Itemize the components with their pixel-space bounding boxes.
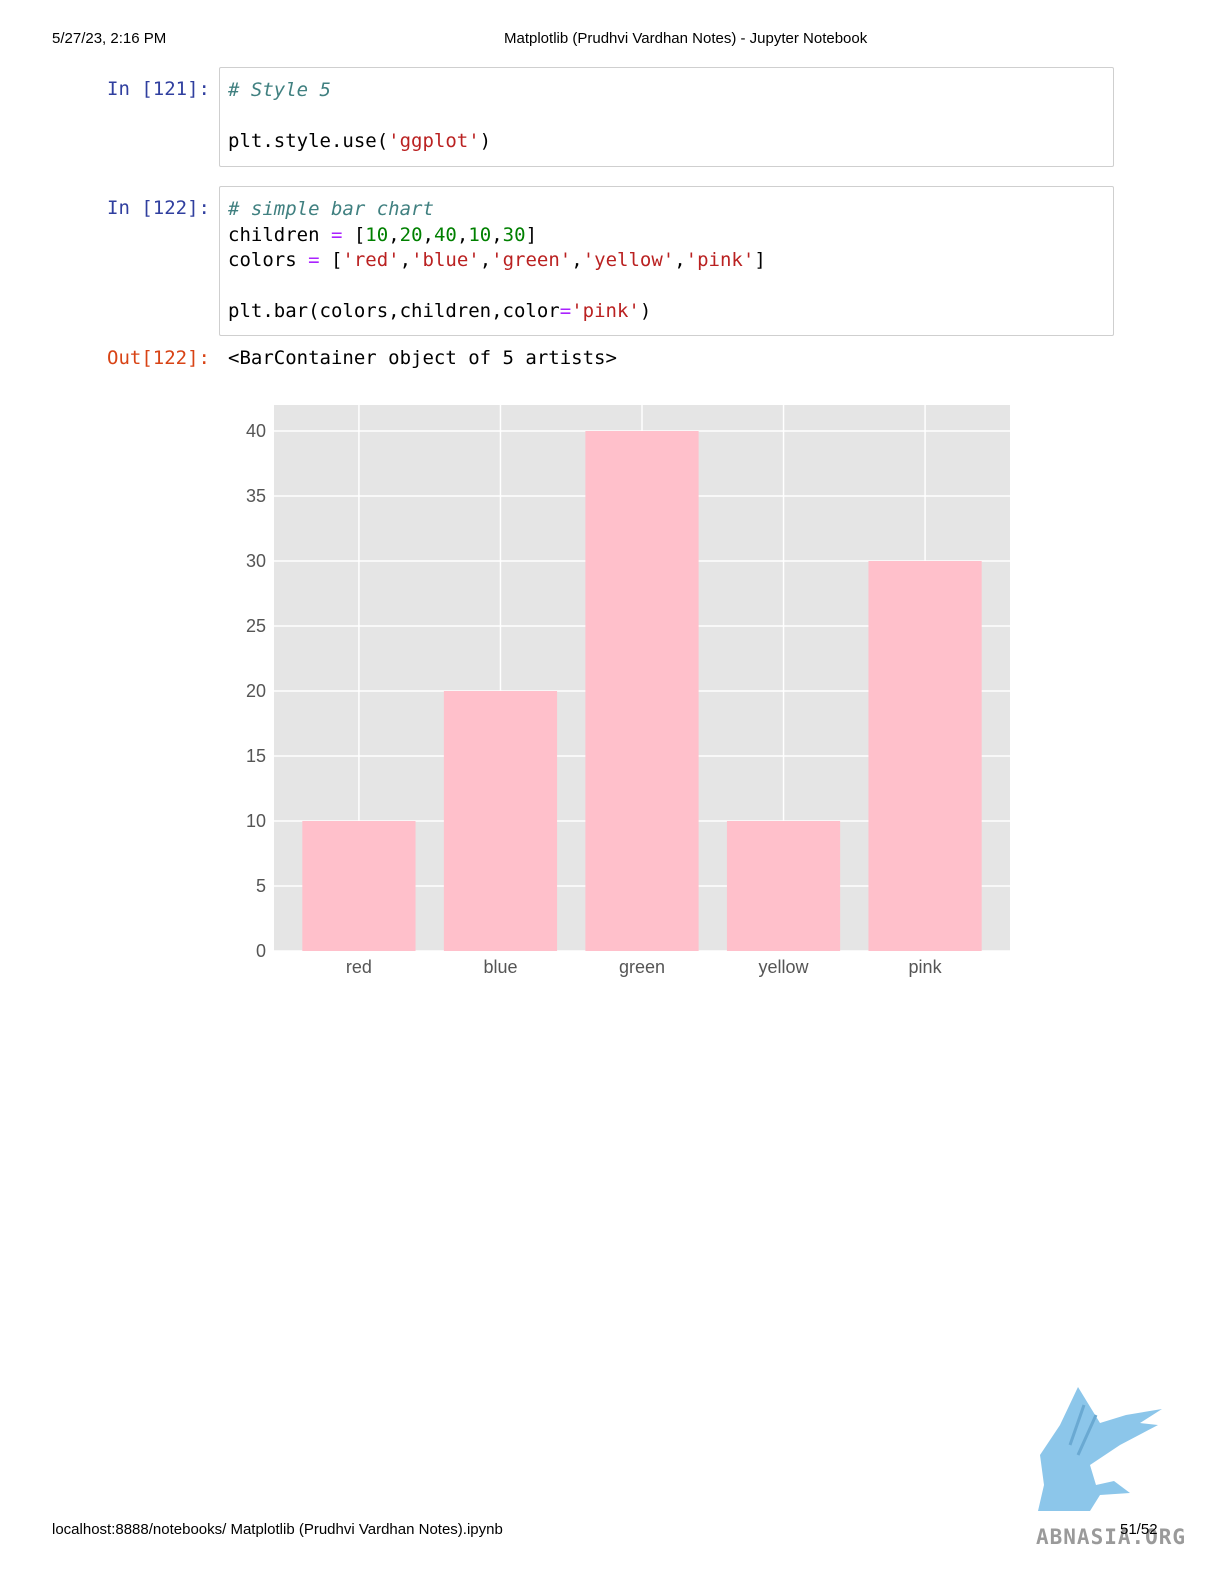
code-token: # Style 5 [228, 79, 331, 101]
code-token: = [308, 249, 320, 271]
code-line: plt.bar(colors,children,color='pink') [228, 299, 1113, 325]
y-tick-label: 0 [256, 941, 266, 961]
y-tick-label: 35 [246, 486, 266, 506]
y-tick-label: 40 [246, 421, 266, 441]
code-token: , [571, 249, 583, 271]
code-line [228, 104, 1113, 130]
code-line: # simple bar chart [228, 197, 1113, 223]
code-token: = [330, 223, 343, 246]
code-cell-121[interactable]: # Style 5 plt.style.use('ggplot') [219, 67, 1114, 167]
bar-blue [443, 691, 558, 951]
code-token: # simple bar chart [228, 198, 434, 220]
code-token: [ [342, 223, 366, 246]
print-page-number: 51/52 [1120, 1521, 1158, 1538]
y-tick-label: 20 [246, 681, 266, 701]
code-token: 20 [399, 223, 423, 246]
code-token: 10 [468, 223, 492, 246]
bar-red [302, 821, 416, 951]
code-line: children = [10,20,40,10,30] [228, 223, 1113, 249]
print-footer-url: localhost:8888/notebooks/ Matplotlib (Pr… [52, 1521, 503, 1538]
code-token: , [388, 223, 400, 246]
code-token: , [399, 249, 412, 271]
y-tick-label: 25 [246, 616, 266, 636]
watermark-text: ABNASIA.ORG [1036, 1525, 1187, 1549]
cell-prompt-122: In [122]: [107, 197, 210, 219]
code-editor[interactable]: # simple bar chart children = [10,20,40,1… [220, 187, 1113, 325]
code-token: 30 [502, 223, 526, 246]
code-line: # Style 5 [228, 78, 1113, 104]
code-token: , [674, 249, 686, 271]
code-cell-122[interactable]: # simple bar chart children = [10,20,40,1… [219, 186, 1114, 336]
bar-pink [868, 561, 982, 951]
code-token: plt.bar(colors,children,color [228, 300, 560, 322]
code-token: , [479, 249, 492, 271]
bar-green [585, 431, 699, 951]
x-tick-label: red [346, 957, 372, 977]
code-token: 10 [365, 223, 389, 246]
code-token: 'red' [342, 249, 400, 271]
griffin-logo-icon [1038, 1387, 1162, 1511]
code-line: colors = ['red','blue','green','yellow',… [228, 248, 1113, 274]
code-token: 40 [433, 223, 457, 246]
code-token: plt.style.use( [228, 130, 389, 152]
code-token: 'pink' [571, 300, 640, 322]
code-token: 'green' [491, 249, 572, 271]
y-tick-label: 5 [256, 876, 266, 896]
cell-prompt-121: In [121]: [107, 78, 210, 100]
code-token: 'pink' [685, 249, 755, 271]
x-tick-label: yellow [759, 957, 810, 977]
y-tick-label: 30 [246, 551, 266, 571]
code-token: 'yellow' [582, 249, 675, 271]
code-token: children [228, 223, 331, 246]
bar-yellow [726, 821, 841, 951]
code-token: 'ggplot' [388, 130, 480, 152]
print-page-title: Matplotlib (Prudhvi Vardhan Notes) - Jup… [504, 30, 868, 47]
x-tick-label: green [619, 957, 665, 977]
print-datetime: 5/27/23, 2:16 PM [52, 30, 167, 47]
code-token: , [422, 223, 434, 246]
output-prompt-122: Out[122]: [107, 347, 210, 369]
code-token: 'blue' [411, 249, 480, 271]
code-line [228, 274, 1113, 300]
code-token: colors [228, 249, 309, 271]
code-line: plt.style.use('ggplot') [228, 129, 1113, 155]
code-token: ] [525, 223, 538, 246]
code-token: ] [754, 249, 766, 271]
code-token: , [491, 223, 503, 246]
code-token: = [559, 300, 572, 322]
code-token: ) [479, 130, 492, 152]
output-repr-text: <BarContainer object of 5 artists> [228, 347, 617, 369]
y-tick-label: 10 [246, 811, 266, 831]
code-token: ) [639, 300, 652, 322]
bar-chart: 0 5 10 15 20 25 30 35 40 red blue green yellow pink [246, 405, 1010, 977]
x-tick-label: pink [909, 957, 943, 977]
code-editor[interactable]: # Style 5 plt.style.use('ggplot') [220, 68, 1113, 155]
x-tick-label: blue [483, 957, 517, 977]
code-token: [ [319, 249, 343, 271]
y-tick-label: 15 [246, 746, 266, 766]
code-token: , [456, 223, 469, 246]
